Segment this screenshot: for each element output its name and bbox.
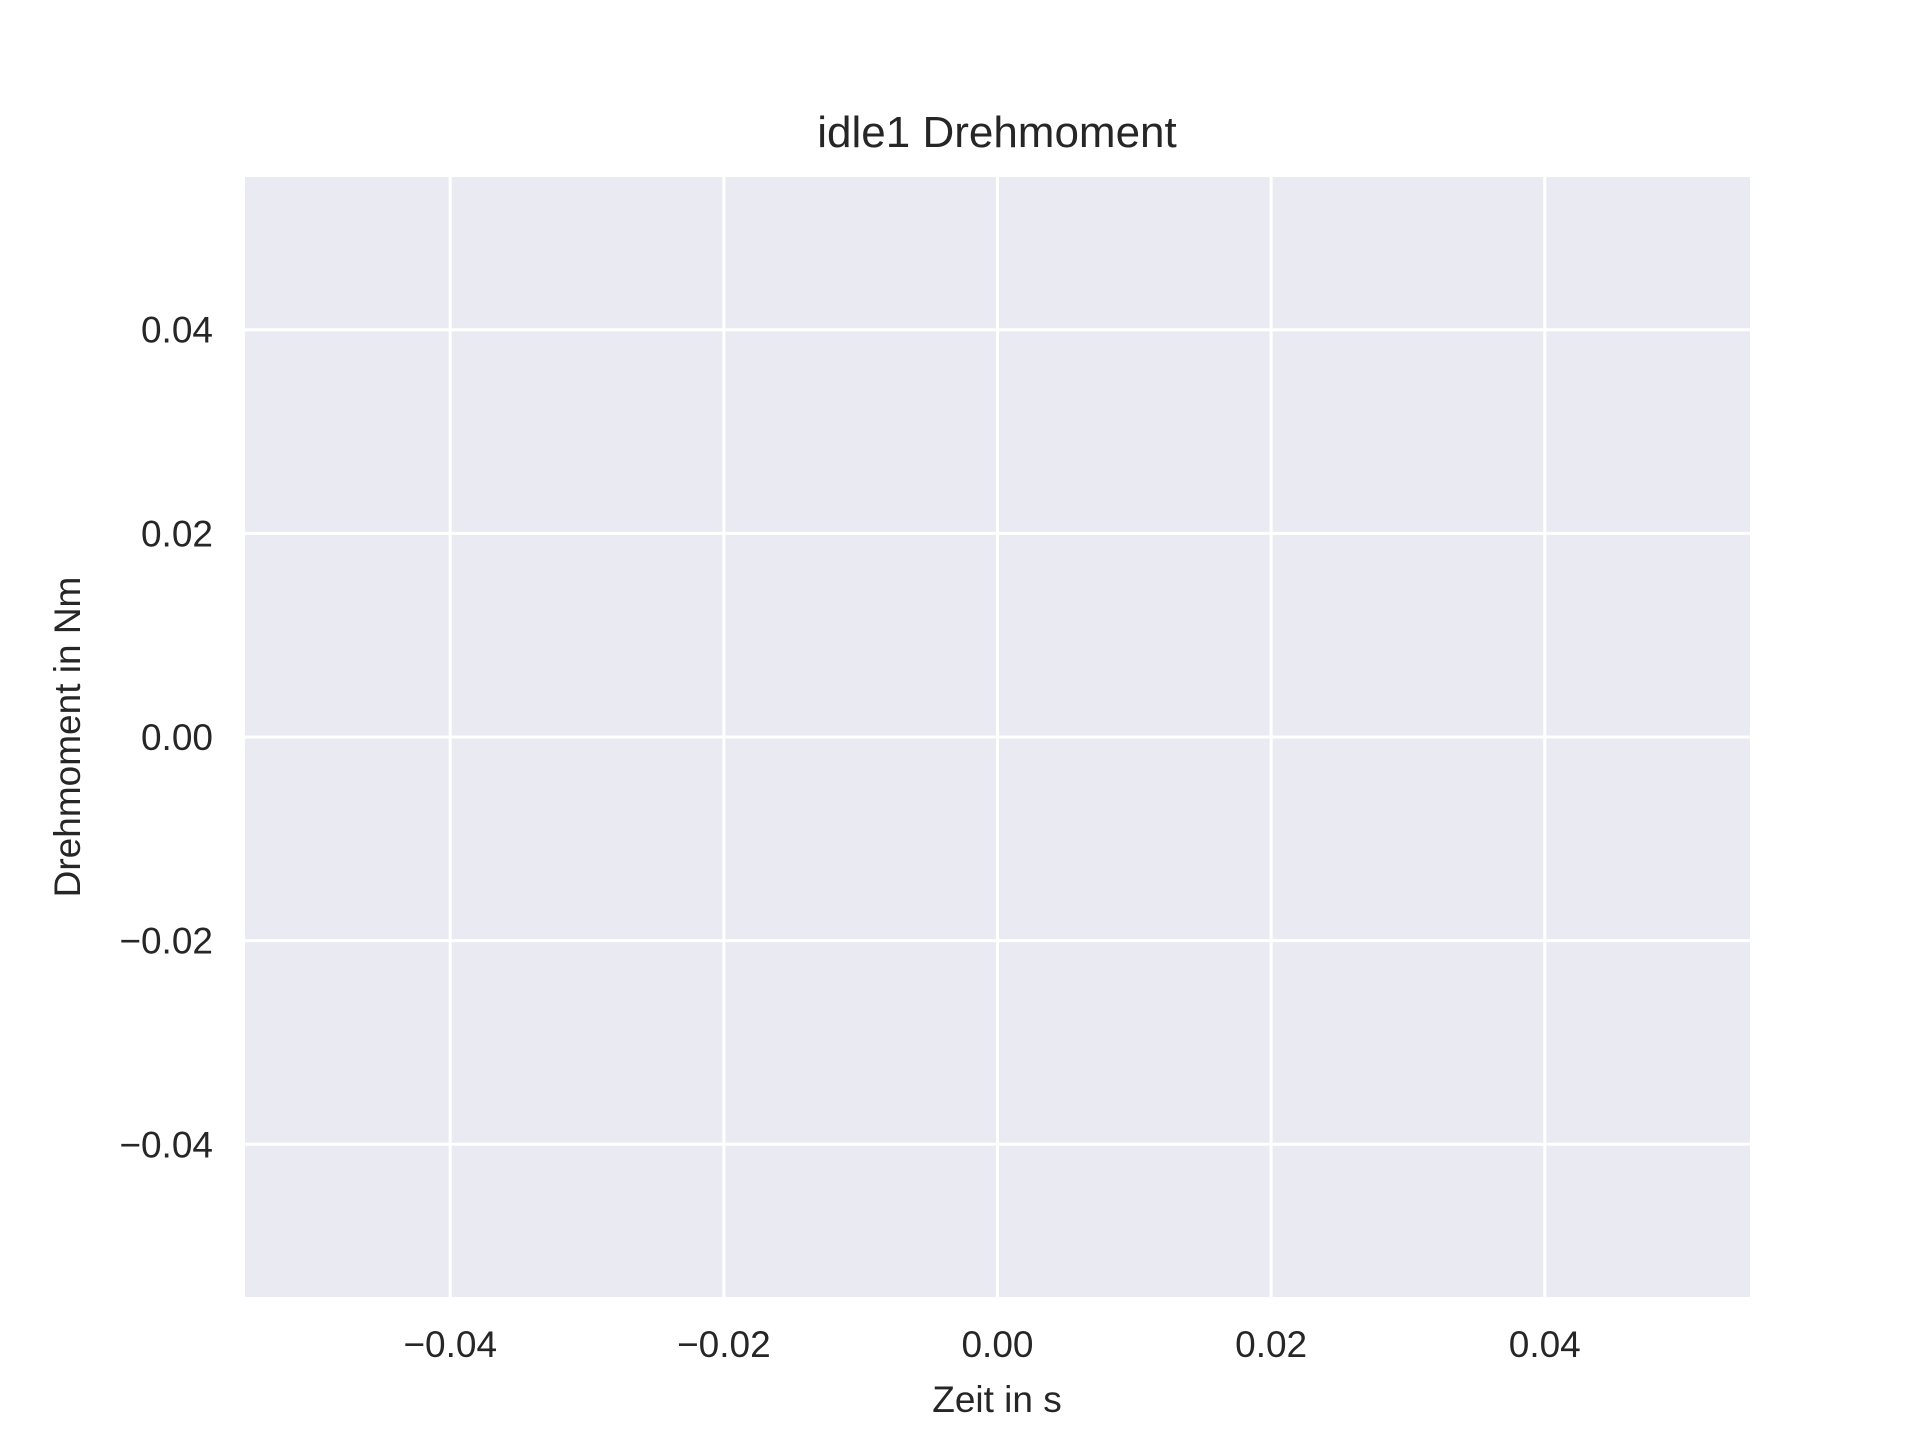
chart-title: idle1 Drehmoment (817, 108, 1177, 157)
x-tick-label: 0.02 (1235, 1324, 1307, 1365)
y-gridlines (245, 328, 1750, 1146)
y-tick-label: −0.04 (119, 1124, 213, 1165)
y-tick-label: −0.02 (119, 921, 213, 962)
y-tick-label: 0.02 (141, 513, 213, 554)
x-tick-label: 0.04 (1509, 1324, 1581, 1365)
y-tick-label: 0.04 (141, 310, 213, 351)
x-tick-label: 0.00 (961, 1324, 1033, 1365)
x-axis-label: Zeit in s (932, 1379, 1062, 1420)
y-axis-label: Drehmoment in Nm (47, 577, 88, 898)
y-tick-label: 0.00 (141, 717, 213, 758)
y-tick-labels: 0.04 0.02 0.00 −0.02 −0.04 (119, 310, 213, 1166)
x-tick-label: −0.02 (677, 1324, 771, 1365)
x-tick-labels: −0.04 −0.02 0.00 0.02 0.04 (403, 1324, 1580, 1365)
x-tick-label: −0.04 (403, 1324, 497, 1365)
